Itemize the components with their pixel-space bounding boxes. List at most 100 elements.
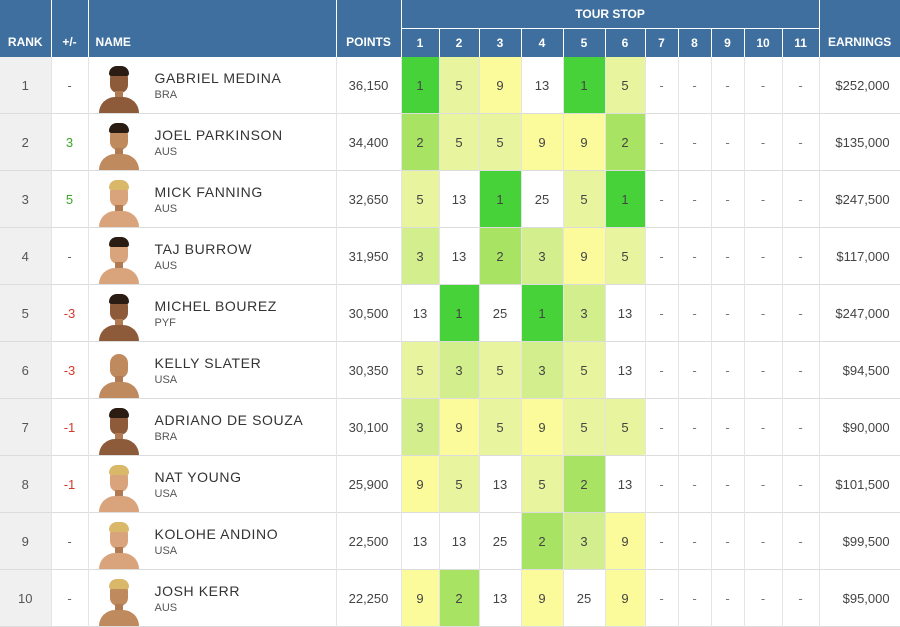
change-cell: - [51, 227, 89, 285]
stop-result-3: 13 [479, 455, 522, 513]
earnings-cell: $247,000 [819, 284, 900, 342]
surfer-name[interactable]: KELLY SLATER [154, 354, 262, 371]
surfer-cell[interactable]: ADRIANO DE SOUZA BRA [88, 398, 337, 456]
header-stop-9[interactable]: 9 [711, 28, 745, 57]
stop-result-10: - [744, 569, 783, 627]
stop-result-9: - [711, 455, 745, 513]
stop-result-3: 2 [479, 227, 522, 285]
points-cell: 22,250 [336, 569, 402, 627]
stop-result-2: 13 [439, 512, 480, 570]
header-stop-5[interactable]: 5 [563, 28, 606, 57]
earnings-cell: $94,500 [819, 341, 900, 399]
points-cell: 30,100 [336, 398, 402, 456]
table-row[interactable]: 7 -1 ADRIANO DE SOUZA BRA 30,100 3 9 5 9 5 5- - - - - $… [0, 398, 900, 456]
surfer-name[interactable]: JOSH KERR [154, 582, 241, 599]
stop-result-6: 13 [605, 455, 646, 513]
stop-result-3: 1 [479, 170, 522, 228]
rank-cell: 6 [0, 341, 52, 399]
stop-result-10: - [744, 113, 783, 171]
stop-result-8: - [678, 227, 712, 285]
header-stop-8[interactable]: 8 [678, 28, 712, 57]
stop-result-3: 9 [479, 57, 522, 114]
table-row[interactable]: 2 3 JOEL PARKINSON AUS 34,400 2 5 5 9 9 2- - - - - $135… [0, 113, 900, 171]
surfer-name[interactable]: NAT YOUNG [154, 468, 242, 485]
avatar [97, 462, 141, 512]
surfer-cell[interactable]: TAJ BURROW AUS [88, 227, 337, 285]
stop-result-7: - [645, 512, 679, 570]
change-cell: -1 [51, 398, 89, 456]
header-stop-7[interactable]: 7 [645, 28, 679, 57]
header-stop-2[interactable]: 2 [439, 28, 480, 57]
header-points[interactable]: POINTS [336, 0, 402, 57]
surfer-cell[interactable]: JOEL PARKINSON AUS [88, 113, 337, 171]
surfer-cell[interactable]: GABRIEL MEDINA BRA [88, 57, 337, 114]
surfer-cell[interactable]: JOSH KERR AUS [88, 569, 337, 627]
stop-result-1: 2 [401, 113, 440, 171]
surfer-cell[interactable]: MICK FANNING AUS [88, 170, 337, 228]
stop-result-3: 5 [479, 113, 522, 171]
stop-result-4: 25 [521, 170, 564, 228]
header-rank[interactable]: RANK [0, 0, 52, 57]
stop-result-8: - [678, 57, 712, 114]
table-row[interactable]: 8 -1 NAT YOUNG USA 25,900 9 5 13 5 2 13- - - - - $101,5… [0, 455, 900, 513]
stop-result-11: - [782, 512, 820, 570]
header-earnings[interactable]: EARNINGS [819, 0, 900, 57]
change-cell: - [51, 569, 89, 627]
header-stop-10[interactable]: 10 [744, 28, 783, 57]
stop-result-6: 5 [605, 57, 646, 114]
header-stop-11[interactable]: 11 [782, 28, 820, 57]
stop-result-11: - [782, 455, 820, 513]
surfer-country: AUS [154, 202, 178, 215]
table-row[interactable]: 4- TAJ BURROW AUS 31,950 3 13 2 3 9 5- - - - - $117,00… [0, 227, 900, 285]
earnings-cell: $101,500 [819, 455, 900, 513]
stop-result-2: 5 [439, 57, 480, 114]
surfer-cell[interactable]: KELLY SLATER USA [88, 341, 337, 399]
header-stop-1[interactable]: 1 [401, 28, 440, 57]
points-cell: 32,650 [336, 170, 402, 228]
stop-result-7: - [645, 113, 679, 171]
stop-result-4: 2 [521, 512, 564, 570]
surfer-name[interactable]: TAJ BURROW [154, 240, 253, 257]
surfer-country: AUS [154, 259, 178, 272]
surfer-cell[interactable]: MICHEL BOUREZ PYF [88, 284, 337, 342]
header-stop-3[interactable]: 3 [479, 28, 522, 57]
stop-result-7: - [645, 227, 679, 285]
earnings-cell: $135,000 [819, 113, 900, 171]
surfer-country: AUS [154, 601, 178, 614]
header-stop-4[interactable]: 4 [521, 28, 564, 57]
stop-result-11: - [782, 341, 820, 399]
stop-result-2: 2 [439, 569, 480, 627]
stop-result-10: - [744, 170, 783, 228]
header-change[interactable]: +/- [51, 0, 89, 57]
stop-result-10: - [744, 227, 783, 285]
surfer-cell[interactable]: NAT YOUNG USA [88, 455, 337, 513]
stop-result-4: 13 [521, 57, 564, 114]
avatar [97, 519, 141, 569]
stop-result-5: 5 [563, 341, 606, 399]
change-cell: -1 [51, 455, 89, 513]
stop-result-8: - [678, 455, 712, 513]
stop-result-5: 5 [563, 170, 606, 228]
surfer-name[interactable]: MICHEL BOUREZ [154, 297, 277, 314]
surfer-name[interactable]: MICK FANNING [154, 183, 263, 200]
stop-result-10: - [744, 455, 783, 513]
table-row[interactable]: 9- KOLOHE ANDINO USA 22,500 13 13 25 2 3 9- - - - - $9… [0, 512, 900, 570]
stop-result-6: 5 [605, 398, 646, 456]
surfer-name[interactable]: ADRIANO DE SOUZA [154, 411, 304, 428]
table-row[interactable]: 1- GABRIEL MEDINA BRA 36,150 1 5 9 13 1 5- - - - - $25… [0, 57, 900, 114]
points-cell: 22,500 [336, 512, 402, 570]
table-row[interactable]: 10- JOSH KERR AUS 22,250 9 2 13 9 25 9- - - - - $95,00… [0, 569, 900, 627]
surfer-name[interactable]: JOEL PARKINSON [154, 126, 283, 143]
table-row[interactable]: 3 5 MICK FANNING AUS 32,650 5 13 1 25 5 1- - - - - $247… [0, 170, 900, 228]
surfer-name[interactable]: GABRIEL MEDINA [154, 69, 282, 86]
header-name[interactable]: NAME [88, 0, 337, 57]
avatar [97, 291, 141, 341]
surfer-name[interactable]: KOLOHE ANDINO [154, 525, 279, 542]
stop-result-9: - [711, 284, 745, 342]
table-row[interactable]: 6 -3 KELLY SLATER USA 30,350 5 3 5 3 5 13- - - - - $94,… [0, 341, 900, 399]
table-row[interactable]: 5 -3 MICHEL BOUREZ PYF 30,500 13 1 25 1 3 13- - - - - $… [0, 284, 900, 342]
rank-cell: 10 [0, 569, 52, 627]
surfer-cell[interactable]: KOLOHE ANDINO USA [88, 512, 337, 570]
header-stop-6[interactable]: 6 [605, 28, 646, 57]
